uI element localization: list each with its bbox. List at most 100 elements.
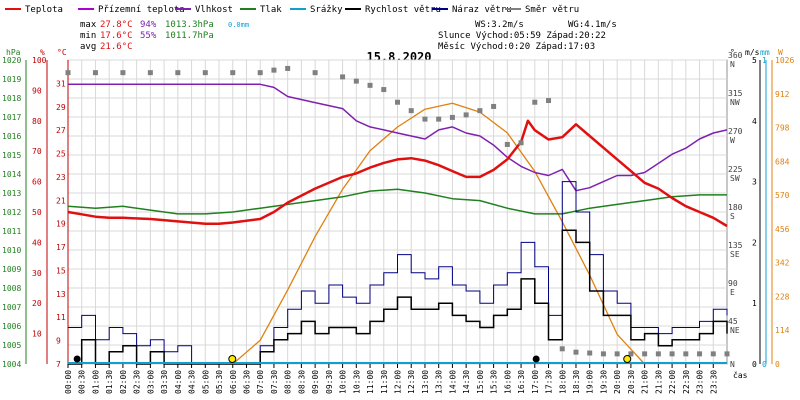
axis-hpa-tick: 1007	[2, 303, 21, 312]
axis-pct-tick: 10	[32, 330, 42, 339]
axis-deg-tick: N	[730, 60, 735, 69]
axis-deg-tick: 225	[728, 165, 743, 174]
axis-ms-tick: 5	[752, 56, 757, 65]
x-tick-label: 05:00	[201, 370, 210, 394]
axis-deg-tick: W	[730, 136, 735, 145]
legend-swatch-feel	[78, 8, 94, 10]
series-dir-point	[614, 351, 620, 357]
legend: Teplota Přízemní teplota Vlhkost Tlak Sr…	[5, 5, 579, 15]
axis-wm2-tick: 228	[775, 292, 790, 301]
series-dir-point	[175, 70, 181, 76]
axis-degc-tick: 11	[56, 313, 66, 322]
series-dir-point	[202, 70, 208, 76]
legend-swatch-dir	[505, 8, 521, 10]
series-temp	[67, 119, 728, 228]
stat-min-temp: 17.6°C	[100, 31, 133, 41]
moon-marker	[73, 355, 81, 363]
x-tick-label: 03:00	[146, 370, 155, 394]
axis-ms-tick: 1	[752, 299, 757, 308]
stat-wg: WG:4.1m/s	[568, 20, 617, 30]
series-dir-point	[92, 70, 98, 76]
x-tick-label: 14:00	[448, 370, 457, 394]
axis-degc-tick: 19	[56, 220, 66, 229]
axis-hpa-tick: 1012	[2, 208, 21, 217]
stat-avg-temp: 21.6°C	[100, 42, 133, 52]
axis-ms-label: m/s	[745, 48, 760, 57]
axis-wm2-tick: 456	[775, 225, 790, 234]
series-dir-point	[436, 116, 442, 122]
x-tick-label: 02:00	[119, 370, 128, 394]
axis-mm-tick: 1	[762, 56, 767, 65]
x-tick-label: 21:00	[641, 370, 650, 394]
legend-swatch-hum	[175, 8, 191, 10]
x-tick-label: 22:30	[682, 370, 691, 394]
x-tick-label: 08:30	[297, 370, 306, 394]
x-tick-label: 23:00	[696, 370, 705, 394]
axis-deg-tick: 360	[728, 51, 743, 60]
series-dir-point	[285, 65, 291, 71]
x-tick-label: 07:30	[270, 370, 279, 394]
axis-deg-tick: 270	[728, 127, 743, 136]
moon-marker	[532, 355, 540, 363]
axis-hpa-tick: 1018	[2, 94, 21, 103]
plot-area: hPa1004100510061007100810091010101110121…	[2, 48, 794, 394]
x-tick-label: 07:00	[256, 370, 265, 394]
axis-hpa-tick: 1011	[2, 227, 21, 236]
x-tick-label: 15:00	[476, 370, 485, 394]
axis-ms-tick: 0	[752, 360, 757, 369]
axis-pct-tick: 50	[32, 208, 42, 217]
axis-degc-tick: 17	[56, 243, 66, 252]
legend-rain-label: Srážky	[310, 5, 343, 15]
x-tick-label: 06:00	[229, 370, 238, 394]
axis-hpa-tick: 1009	[2, 265, 21, 274]
series-dir-point	[463, 112, 469, 118]
x-tick-label: 10:30	[352, 370, 361, 394]
series-dir-point	[120, 70, 126, 76]
series-dir-point	[573, 349, 579, 355]
axis-pct-tick: 20	[32, 299, 42, 308]
x-tick-label: 05:30	[215, 370, 224, 394]
axis-pct-tick: 60	[32, 178, 42, 187]
axis-deg-tick: 135	[728, 241, 743, 250]
axis-hpa-tick: 1015	[2, 151, 21, 160]
series-dir-point	[408, 108, 414, 114]
series-dir-point	[449, 114, 455, 120]
axis-deg-tick: S	[730, 212, 735, 221]
series-pres	[67, 188, 727, 215]
axis-deg-tick: 180	[728, 203, 743, 212]
series-dir-point	[422, 116, 428, 122]
axis-degc-label: °C	[57, 48, 67, 57]
series-sunshine	[232, 102, 646, 365]
x-tick-label: 08:00	[284, 370, 293, 394]
axis-deg-tick: E	[730, 288, 735, 297]
legend-ws-label: Rychlost větru	[365, 5, 441, 15]
axis-deg-tick: NW	[730, 98, 740, 107]
axis-degc-tick: 9	[56, 337, 61, 346]
x-tick-label: 04:30	[188, 370, 197, 394]
x-tick-label: 18:30	[572, 370, 581, 394]
legend-swatch-temp	[5, 8, 21, 10]
series-dir-point	[669, 351, 675, 357]
x-tick-label: 12:30	[407, 370, 416, 394]
series-dir-point	[312, 70, 318, 76]
series-dir-point	[683, 351, 689, 357]
stat-max-rain: 0.0mm	[228, 21, 249, 29]
x-tick-label: 18:00	[558, 370, 567, 394]
x-tick-label: 12:00	[394, 370, 403, 394]
x-tick-label: 22:00	[668, 370, 677, 394]
x-tick-label: 13:00	[421, 370, 430, 394]
series-dir-point	[546, 98, 552, 104]
axis-deg-tick: 90	[728, 279, 738, 288]
series-dir-point	[477, 108, 483, 114]
series-dir-point	[600, 351, 606, 357]
x-tick-label: 17:30	[545, 370, 554, 394]
series-dir-point	[710, 351, 716, 357]
axis-deg-tick: SE	[730, 250, 740, 259]
axis-mm-label: mm	[760, 48, 770, 57]
series-dir-point	[518, 140, 524, 146]
axis-wm2-tick: 114	[775, 326, 790, 335]
axis-hpa-tick: 1013	[2, 189, 21, 198]
x-tick-label: 19:00	[586, 370, 595, 394]
axis-ms-tick: 2	[752, 238, 757, 247]
